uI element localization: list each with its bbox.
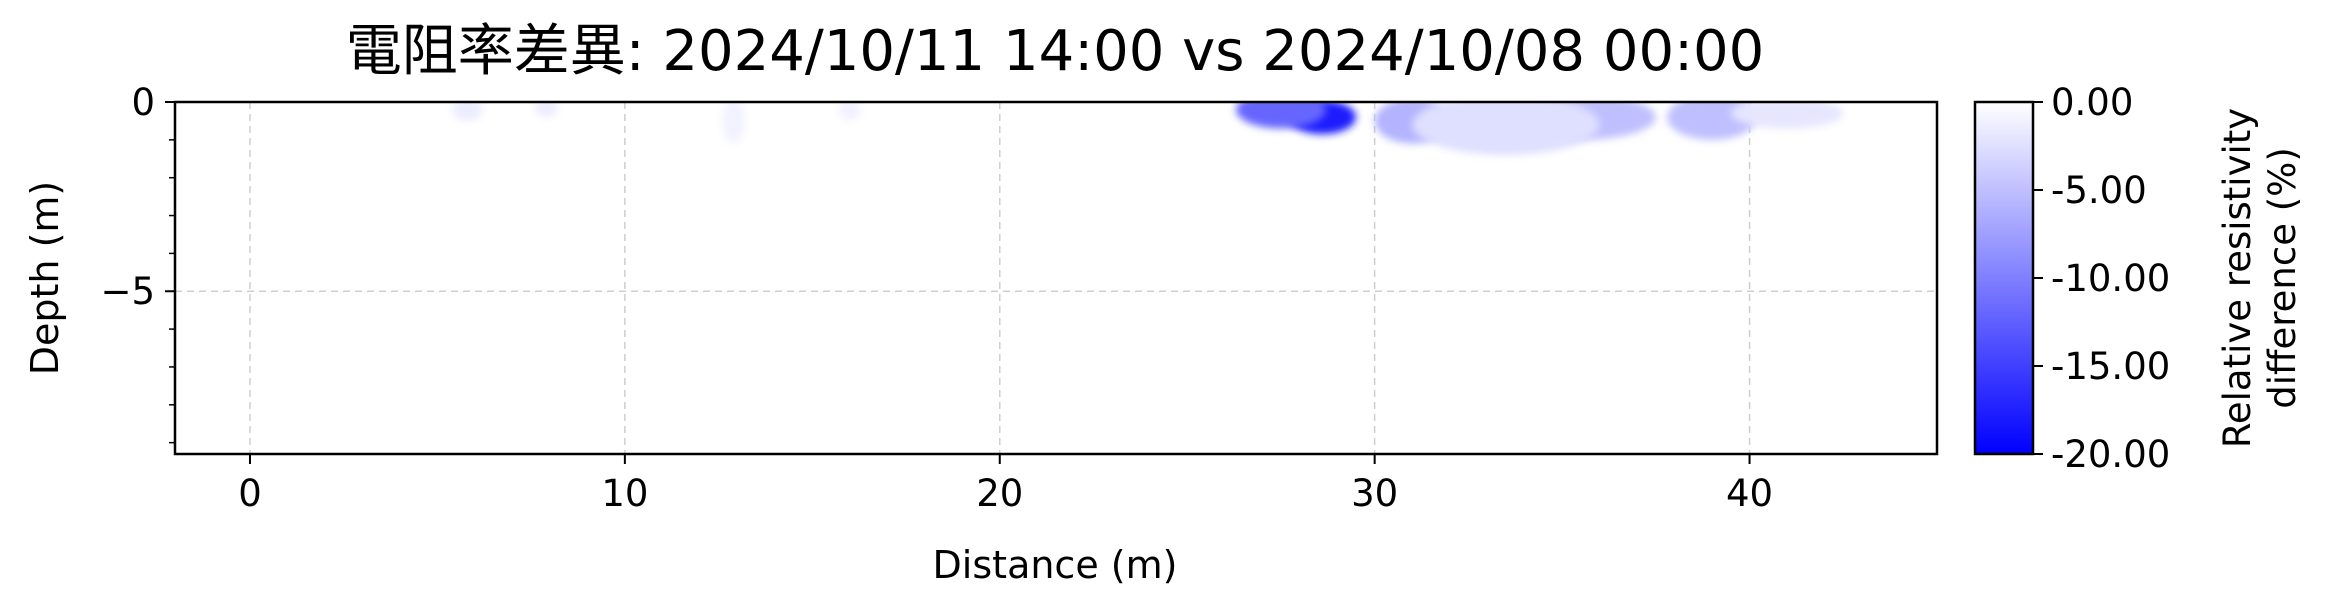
anomaly-blob [1235, 102, 1326, 129]
x-tick-label: 30 [1351, 472, 1398, 515]
anomaly-layer [452, 102, 1844, 155]
anomaly-blob [452, 102, 483, 121]
colorbar [1973, 100, 2035, 456]
y-tick-label: −5 [100, 270, 155, 313]
colorbar-tick-label: -20.00 [2051, 433, 2170, 476]
colorbar-label-line-1: Relative resistivity [2216, 108, 2259, 448]
y-axis: 0 −5 [100, 81, 175, 444]
x-tick-label: 20 [976, 472, 1023, 515]
x-axis-label: Distance (m) [933, 543, 1178, 587]
colorbar-label: Relative resistivity difference (%) [2216, 108, 2304, 448]
colorbar-tick-label: -5.00 [2051, 169, 2147, 212]
y-axis-label: Depth (m) [23, 181, 67, 376]
plot-area [175, 102, 1937, 454]
x-axis: 0 10 20 30 40 [238, 454, 1773, 515]
colorbar-tick-label: -10.00 [2051, 257, 2170, 300]
plot-frame [173, 100, 1939, 456]
y-tick-label: 0 [131, 81, 155, 124]
chart-title: 電阻率差異: 2024/10/11 14:00 vs 2024/10/08 00… [346, 19, 1764, 84]
colorbar-label-line-2: difference (%) [2261, 147, 2304, 409]
anomaly-blob [1412, 102, 1600, 155]
anomaly-blob [722, 102, 745, 144]
colorbar-tick-label: 0.00 [2051, 81, 2133, 124]
anomaly-blob [1730, 102, 1844, 129]
x-tick-label: 10 [601, 472, 648, 515]
colorbar-ticks: 0.00 -5.00 -10.00 -15.00 -20.00 [2033, 81, 2170, 476]
anomaly-blob [534, 102, 558, 118]
x-tick-label: 40 [1726, 472, 1773, 515]
anomaly-blob [838, 102, 862, 121]
x-tick-label: 0 [238, 472, 262, 515]
colorbar-tick-label: -15.00 [2051, 345, 2170, 388]
